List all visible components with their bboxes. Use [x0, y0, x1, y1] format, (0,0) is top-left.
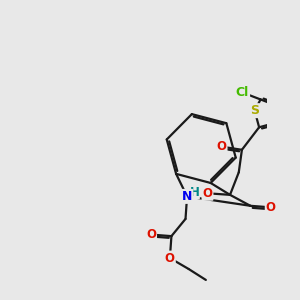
Text: N: N	[182, 190, 192, 203]
Text: S: S	[250, 104, 259, 117]
Text: H: H	[189, 185, 199, 199]
Text: O: O	[266, 201, 276, 214]
Text: O: O	[217, 140, 226, 153]
Text: O: O	[202, 187, 212, 200]
Text: O: O	[146, 228, 156, 241]
Text: O: O	[165, 251, 175, 265]
Text: Cl: Cl	[236, 86, 249, 99]
